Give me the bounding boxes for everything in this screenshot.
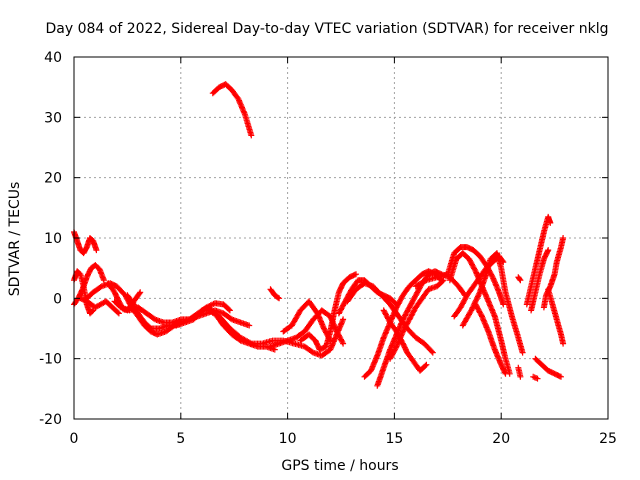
chart-title: Day 084 of 2022, Sidereal Day-to-day VTE…: [46, 21, 609, 37]
series-arc-30: [532, 355, 564, 380]
data-point-marks: [528, 247, 552, 314]
data-point-marks: [280, 298, 334, 344]
y-tick-label: -20: [39, 412, 62, 428]
data-point-marks: [209, 81, 255, 139]
y-tick-label: 20: [44, 171, 62, 187]
data-point-marks: [472, 301, 509, 377]
x-axis-label: GPS time / hours: [281, 458, 398, 474]
x-tick-label: 20: [492, 431, 510, 447]
data-point-marks: [515, 274, 524, 284]
series-arc-21: [412, 244, 507, 308]
data-markers: [71, 81, 567, 389]
data-point-marks: [380, 307, 430, 374]
data-point-marks: [297, 271, 359, 353]
data-point-marks: [532, 355, 564, 380]
y-tick-label: 30: [44, 110, 62, 126]
data-point-marks: [523, 213, 554, 308]
series-arc-27: [515, 274, 524, 284]
x-tick-label: 25: [599, 431, 617, 447]
data-point-marks: [71, 229, 100, 257]
series-arc-31: [540, 235, 567, 311]
series-arc-25: [472, 301, 509, 377]
data-point-marks: [412, 244, 507, 308]
series-arc-1: [71, 229, 100, 257]
x-tick-label: 10: [279, 431, 297, 447]
y-tick-label: 10: [44, 231, 62, 247]
x-tick-label: 15: [385, 431, 403, 447]
data-point-marks: [545, 286, 567, 347]
grid: [74, 57, 608, 419]
y-tick-label: 0: [53, 291, 62, 307]
series-arc-20: [380, 307, 430, 374]
series-arc-32: [545, 286, 567, 347]
series-arc-28: [523, 213, 554, 308]
y-axis-label: SDTVAR / TECUs: [7, 182, 23, 297]
data-point-marks: [77, 295, 122, 317]
series-arc-33: [530, 373, 541, 382]
data-point-marks: [459, 250, 526, 356]
series-arc-11: [267, 286, 283, 302]
series-arc-29: [528, 247, 552, 314]
y-tick-label: 40: [44, 50, 62, 66]
series-arc-5: [77, 295, 122, 317]
axis-ticks: 0 5 10 15 20 25 -20 -10 0 10 20 30 40: [39, 50, 617, 447]
data-point-marks: [267, 286, 283, 302]
x-tick-label: 0: [70, 431, 79, 447]
y-tick-label: -10: [39, 352, 62, 368]
series-arc-14: [297, 271, 359, 353]
data-point-marks: [530, 373, 541, 382]
series-arc-26: [515, 364, 524, 380]
x-tick-label: 5: [176, 431, 185, 447]
series-arc-10: [209, 81, 255, 139]
data-point-marks: [515, 364, 524, 380]
series-arc-13: [280, 298, 334, 344]
data-point-marks: [540, 235, 567, 311]
series-arc-24: [459, 250, 526, 356]
